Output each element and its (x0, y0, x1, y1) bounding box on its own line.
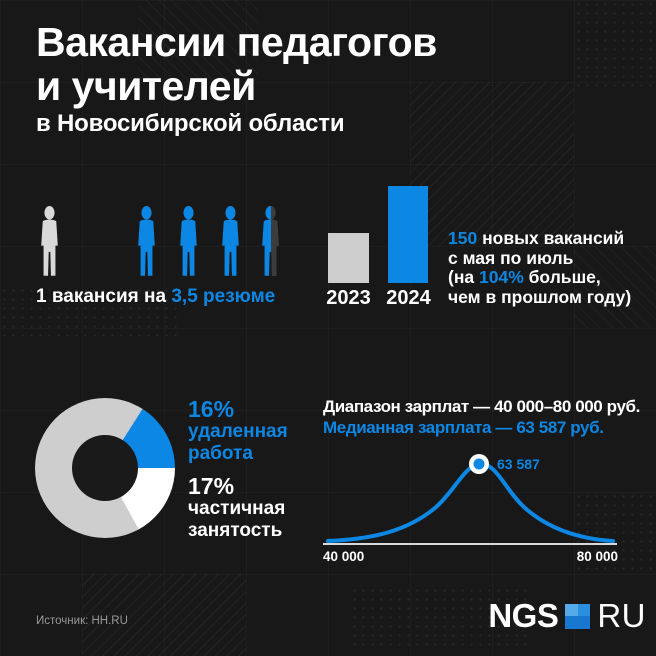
ratio-caption-value: 3,5 резюме (171, 286, 276, 307)
person-icon (36, 206, 63, 278)
bell-curve-path (326, 461, 615, 543)
salary-range-text: Диапазон зарплат — 40 000–80 000 руб. (323, 397, 640, 416)
source-credit: Источник: HH.RU (36, 615, 128, 627)
person-icon (217, 206, 244, 278)
bar-2024 (388, 186, 428, 283)
ratio-caption-prefix: 1 вакансия на (36, 286, 167, 307)
median-value-label: 63 587 (497, 456, 540, 472)
page-title-line2: и учителей (36, 63, 256, 109)
bar-label-2023: 2023 (326, 287, 371, 309)
donut-slice2-label: частичная занятость (188, 498, 286, 541)
logo-ru-text: RU (597, 597, 646, 634)
page-title-line1: Вакансии педагогов (36, 19, 437, 65)
vacancies-note-line4: чем в прошлом году) (448, 286, 632, 307)
logo-ngs-text: NGS (488, 597, 559, 634)
bar-label-2024: 2024 (386, 287, 431, 309)
person-icon (175, 206, 202, 278)
vacancies-note-line2: с мая по июль (448, 247, 574, 268)
salary-median-text: Медианная зарплата — 63 587 руб. (323, 418, 604, 437)
donut-chart (35, 398, 175, 538)
person-half-icon (257, 206, 284, 278)
median-marker-inner (473, 458, 485, 470)
person-icon (133, 206, 160, 278)
salary-curve-chart (323, 454, 617, 545)
donut-slice1-label: удаленная работа (188, 421, 288, 464)
vacancies-note-line3: (на 104% больше, (448, 267, 601, 287)
vacancies-note-line1: 150 новых вакансий (448, 228, 625, 248)
donut-slice1-pct: 16% (188, 396, 235, 422)
donut-hole (72, 435, 138, 501)
vacancies-note: 150 новых вакансий с мая по июль (на 104… (448, 228, 648, 307)
donut-slice2-pct: 17% (188, 473, 235, 499)
bar-2023 (328, 233, 369, 283)
logo-square-icon (565, 603, 591, 629)
page-subtitle: в Новосибирской области (36, 110, 345, 137)
page-title: Вакансии педагогов и учителей (36, 20, 437, 108)
axis-max-label: 80 000 (576, 549, 618, 564)
ratio-caption: 1 вакансия на 3,5 резюме (36, 286, 275, 308)
ngs-ru-logo[interactable]: NGS RU (488, 597, 646, 635)
background-dots-pattern (574, 0, 656, 90)
axis-min-label: 40 000 (323, 549, 365, 564)
